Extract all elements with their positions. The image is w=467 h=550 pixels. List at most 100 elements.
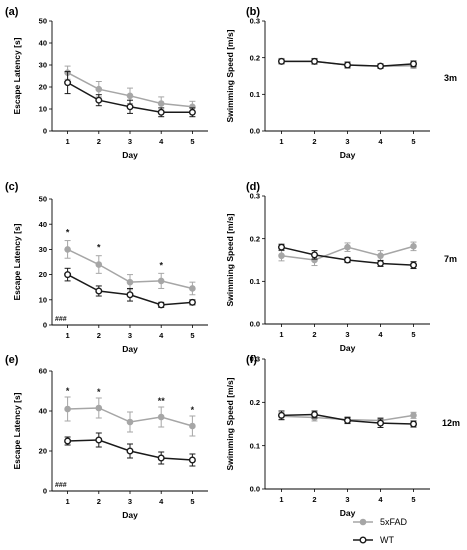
data-point: [410, 60, 418, 68]
panel-b: (b) 0.0 0.1 0.2 0.3 1 2 3 4 5 Day Swimming Speed [m…: [225, 6, 457, 160]
data-point: [278, 57, 286, 65]
data-point: [95, 287, 103, 295]
x-tick-label: 1: [66, 497, 70, 506]
x-tick-label: 5: [411, 137, 415, 146]
x-tick-label: 3: [128, 137, 132, 146]
data-point: [126, 103, 134, 111]
legend-item-5xfad: 5xFAD: [353, 517, 408, 527]
x-tick-label: 5: [411, 495, 415, 504]
data-point: [126, 92, 134, 100]
y-tick-label: 30: [39, 245, 47, 254]
series-5xfad: [64, 240, 196, 296]
x-tick-label: 4: [378, 137, 383, 146]
x-tick-label: 5: [190, 497, 194, 506]
data-point: [126, 278, 134, 286]
significance-star: *: [97, 387, 101, 397]
x-tick-label: 3: [345, 495, 349, 504]
legend-marker: [359, 518, 367, 526]
series-wt: [64, 71, 196, 118]
x-tick-label: 5: [190, 137, 194, 146]
x-tick-label: 2: [97, 331, 101, 340]
y-tick-label: 10: [39, 295, 47, 304]
data-point: [377, 419, 385, 427]
data-point: [95, 96, 103, 104]
legend-label: 5xFAD: [380, 517, 408, 527]
y-tick-label: 0: [43, 487, 47, 496]
x-axis-label: Day: [122, 150, 138, 160]
y-axis-label: Escape Latency [s]: [12, 392, 22, 469]
data-point: [410, 261, 418, 269]
data-point: [278, 411, 286, 419]
panel-f: (f) 0.0 0.1 0.2 0.3 1 2 3 4 5 Day Swimming Speed [m…: [225, 354, 460, 518]
x-tick-label: 1: [279, 495, 283, 504]
series-wt: [278, 410, 418, 428]
series-wt: [278, 243, 418, 270]
y-tick-label: 0.2: [250, 234, 260, 243]
y-tick-label: 30: [39, 61, 47, 70]
x-tick-label: 5: [190, 331, 194, 340]
significance-star: *: [159, 260, 163, 270]
data-point: [157, 413, 165, 421]
y-tick-label: 0.0: [250, 320, 260, 329]
data-point: [95, 261, 103, 268]
y-tick-label: 0.3: [250, 192, 260, 201]
data-point: [311, 251, 319, 259]
data-point: [157, 301, 165, 309]
data-point: [410, 412, 417, 419]
y-tick-label: 0.3: [250, 17, 260, 26]
y-tick-label: 40: [39, 407, 47, 416]
significance-star: **: [158, 396, 166, 406]
data-point: [64, 437, 72, 445]
legend-item-wt: WT: [353, 535, 394, 545]
data-point: [126, 291, 134, 299]
y-tick-label: 60: [39, 367, 47, 376]
age-label: 7m: [444, 254, 457, 264]
y-axis-label: Escape Latency [s]: [12, 223, 22, 300]
data-point: [64, 405, 71, 413]
series-wt: [278, 57, 418, 70]
age-label: 3m: [444, 73, 457, 83]
x-axis-label: Day: [122, 510, 138, 520]
data-point: [344, 243, 351, 251]
x-tick-label: 5: [411, 330, 415, 339]
panel-letter: (e): [5, 354, 19, 366]
y-tick-label: 0.1: [250, 441, 260, 450]
age-label: 12m: [442, 418, 460, 428]
x-tick-label: 1: [279, 330, 283, 339]
x-axis-label: Day: [122, 344, 138, 354]
x-tick-label: 1: [279, 137, 283, 146]
data-point: [344, 61, 352, 69]
panel-letter: (a): [5, 6, 19, 18]
y-axis-label: Escape Latency [s]: [12, 37, 22, 114]
data-point: [95, 436, 103, 444]
y-axis-label: Swimming Speed [m/s]: [225, 213, 235, 306]
x-tick-label: 2: [312, 495, 316, 504]
y-tick-label: 50: [39, 195, 47, 204]
y-tick-label: 0.0: [250, 127, 260, 136]
data-point: [95, 404, 103, 412]
data-point: [188, 456, 196, 464]
data-point: [157, 100, 165, 107]
legend-label: WT: [380, 535, 394, 545]
significance-star: *: [97, 243, 101, 253]
data-point: [188, 298, 196, 306]
legend-marker: [359, 536, 367, 544]
y-tick-label: 10: [39, 105, 47, 114]
y-tick-label: 0.3: [250, 355, 260, 364]
significance-hash: ###: [55, 482, 67, 489]
data-point: [64, 246, 71, 253]
y-tick-label: 0.0: [250, 485, 260, 494]
data-point: [157, 277, 165, 285]
x-axis-label: Day: [340, 150, 356, 160]
legend: 5xFAD WT: [353, 517, 408, 545]
x-tick-label: 3: [345, 330, 349, 339]
data-point: [64, 79, 72, 87]
data-point: [344, 256, 352, 264]
significance-star: *: [66, 386, 70, 396]
series-5xfad: [64, 396, 196, 437]
x-tick-label: 2: [312, 330, 316, 339]
data-point: [377, 62, 385, 70]
x-tick-label: 3: [345, 137, 349, 146]
x-tick-label: 4: [159, 137, 164, 146]
data-point: [95, 85, 103, 93]
